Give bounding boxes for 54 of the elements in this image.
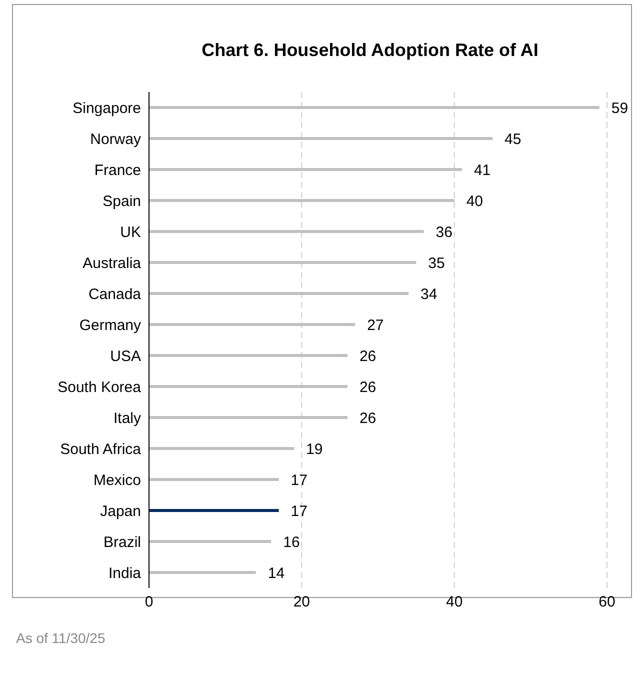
x-tick-label: 20 — [293, 594, 310, 611]
y-tick-label: South Africa — [60, 440, 142, 458]
y-tick-label: Singapore — [72, 100, 141, 117]
data-label: 16 — [283, 534, 300, 551]
data-label: 17 — [290, 472, 308, 489]
y-tick-label: UK — [120, 224, 141, 241]
x-tick-label: 60 — [598, 594, 616, 611]
data-label: 19 — [306, 440, 323, 458]
bar — [149, 384, 348, 388]
y-tick-label: Japan — [100, 502, 141, 520]
data-label: 17 — [290, 502, 308, 520]
bar — [149, 416, 348, 419]
y-tick-label: Germany — [79, 316, 142, 334]
data-label: 26 — [359, 410, 376, 427]
bar — [149, 322, 356, 326]
chart-title: Chart 6. Household Adoption Rate of AI — [200, 40, 540, 61]
text: As of 11/30/25 — [16, 630, 106, 646]
y-tick-label: Italy — [113, 410, 142, 427]
data-label: 59 — [611, 100, 628, 117]
y-tick-label: France — [94, 162, 141, 179]
bar — [149, 292, 409, 295]
bar — [149, 198, 454, 202]
y-tick-label: India — [108, 564, 142, 582]
data-label: 26 — [359, 348, 376, 365]
bar — [149, 446, 294, 450]
bar — [149, 570, 256, 574]
data-label: 45 — [504, 130, 522, 148]
y-tick-label: Australia — [82, 254, 142, 272]
y-tick-label: Brazil — [103, 534, 141, 551]
bar — [149, 508, 279, 512]
y-tick-label: Mexico — [93, 472, 141, 489]
bar — [149, 106, 600, 109]
data-label: 26 — [359, 378, 376, 396]
data-label: 14 — [268, 564, 285, 582]
bar — [149, 168, 462, 171]
data-label: 27 — [367, 316, 384, 334]
bar — [149, 540, 272, 543]
data-label: 34 — [420, 286, 438, 303]
bar — [149, 230, 424, 233]
data-label: 35 — [428, 254, 445, 272]
data-label: 40 — [466, 192, 484, 210]
y-tick-label: Spain — [102, 192, 141, 210]
y-tick-label: South Korea — [58, 378, 142, 396]
y-tick-label: USA — [110, 348, 141, 365]
bar — [149, 354, 348, 357]
y-tick-label: Norway — [90, 130, 142, 148]
x-tick-label: 40 — [446, 594, 463, 611]
data-label: 36 — [436, 224, 452, 241]
bar — [149, 478, 279, 481]
bar — [149, 260, 416, 264]
x-tick-label: 0 — [144, 594, 154, 611]
data-label: 41 — [474, 162, 491, 179]
bar — [149, 136, 492, 140]
y-tick-label: Canada — [88, 286, 142, 303]
